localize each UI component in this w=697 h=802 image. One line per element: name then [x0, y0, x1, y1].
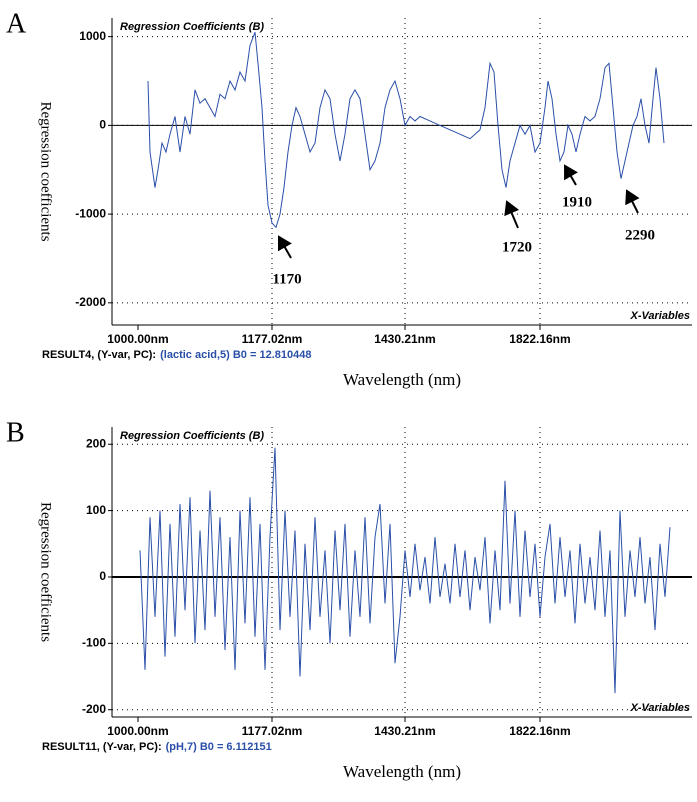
spectrum-line: [147, 32, 665, 229]
y-tick-label: 1000: [79, 29, 106, 43]
x-tick-label: 1430.21nm: [374, 724, 435, 738]
chart-title: Regression Coefficients (B): [120, 21, 264, 33]
footer-label: RESULT11, (Y-var, PC):: [42, 741, 162, 753]
annotation-arrow: [563, 164, 578, 186]
spectrum-line: [139, 447, 671, 694]
x-tick-label: 1177.02nm: [242, 724, 303, 738]
x-tick-label: 1430.21nm: [374, 332, 435, 346]
x-tick-label: 1822.16nm: [509, 332, 570, 346]
y-axis-label: Regression coefficients: [38, 101, 54, 241]
panel-letter: B: [6, 417, 25, 448]
x-tick-label: 1822.16nm: [509, 724, 570, 738]
footer: RESULT4, (Y-var, PC): (lactic acid,5) B0 …: [42, 349, 311, 361]
y-tick-label: 200: [86, 436, 106, 450]
footer-label: RESULT4, (Y-var, PC):: [42, 349, 156, 361]
annotation-arrow: [278, 235, 292, 259]
annotation: 1170: [272, 271, 301, 287]
y-tick-label: -2000: [75, 295, 106, 309]
footer-value: (pH,7) B0 = 6.112151: [166, 741, 272, 753]
y-tick-label: -100: [82, 636, 106, 650]
annotation: 1720: [502, 239, 532, 255]
chart-title: Regression Coefficients (B): [120, 430, 264, 442]
x-variables: X-Variables: [629, 310, 690, 322]
panel-letter: A: [6, 8, 27, 39]
y-axis-label: Regression coefficients: [38, 502, 54, 642]
annotation-arrow: [504, 200, 520, 229]
x-tick-label: 1177.02nm: [242, 332, 303, 346]
y-tick-label: -200: [82, 702, 106, 716]
y-tick-label: 0: [99, 118, 106, 132]
footer-value: (lactic acid,5) B0 = 12.810448: [160, 349, 311, 361]
footer: RESULT11, (Y-var, PC): (pH,7) B0 = 6.1121…: [42, 741, 272, 753]
annotation: 1910: [562, 194, 592, 210]
x-variables: X-Variables: [629, 702, 690, 714]
y-tick-label: 0: [99, 569, 106, 583]
y-tick-label: 100: [86, 503, 106, 517]
x-tick-label: 1000.00nm: [107, 332, 168, 346]
x-axis-label: Wavelength (nm): [343, 370, 461, 389]
annotation-arrow: [625, 189, 640, 214]
x-axis-label: Wavelength (nm): [343, 762, 461, 781]
y-tick-label: -1000: [75, 206, 106, 220]
x-tick-label: 1000.00nm: [107, 724, 168, 738]
annotation: 2290: [625, 227, 655, 243]
